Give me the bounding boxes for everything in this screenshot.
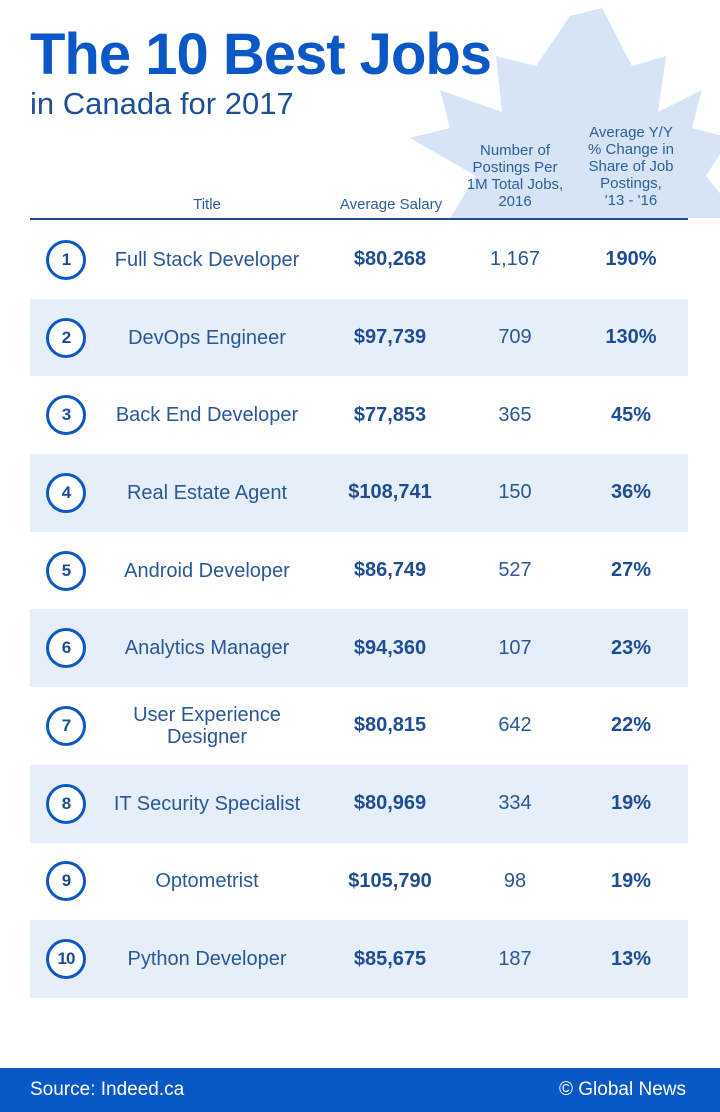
source-credit: Source: Indeed.ca [30,1079,185,1100]
column-header-postings-line: Number of [479,142,551,159]
column-header-postings-line: 1M Total Jobs, [466,176,564,193]
maple-leaf-icon [410,8,720,218]
job-title: Python Developer [127,948,287,971]
column-header-postings-line: Postings Per [472,159,558,176]
table-row: 2 DevOps Engineer $97,739 709 130% [30,298,688,377]
header-divider [30,218,688,220]
job-title: Android Developer [124,559,290,582]
average-salary: $108,741 [348,481,432,504]
average-salary: $86,749 [353,559,427,582]
publisher-credit: © Global News [559,1079,686,1100]
table-row: 4 Real Estate Agent $108,741 150 36% [30,454,688,532]
average-salary: $85,675 [353,947,427,970]
table-row: 10 Python Developer $85,675 187 13% [30,920,688,998]
rank-badge: 8 [46,783,86,824]
postings-per-million: 709 [498,326,532,349]
rank-badge: 1 [46,239,86,280]
average-salary: $105,790 [348,869,432,892]
column-header-change-line: '13 - '16 [604,192,658,209]
rank-badge: 10 [46,939,86,980]
average-salary: $80,268 [353,248,427,271]
rank-badge: 9 [46,861,86,902]
postings-per-million: 107 [498,636,532,659]
column-header-change-line: % Change in [588,141,674,158]
page-subtitle: in Canada for 2017 [30,86,294,121]
average-salary: $80,969 [353,792,427,815]
table-row: 6 Analytics Manager $94,360 107 23% [30,609,688,688]
jobs-table: 1 Full Stack Developer $80,268 1,167 190… [30,221,688,998]
average-salary: $97,739 [353,326,427,349]
maple-leaf-shape [410,8,720,218]
column-header-change-line: Share of Job [588,158,674,175]
rank-badge: 6 [46,628,86,669]
column-header-salary: Average Salary [339,196,443,213]
job-title: Back End Developer [115,404,299,427]
average-salary: $94,360 [353,636,427,659]
yoy-change: 130% [605,326,657,349]
job-title: Real Estate Agent [126,481,288,504]
column-header-postings: Number of Postings Per 1M Total Jobs, 20… [460,142,570,210]
table-row: 9 Optometrist $105,790 98 19% [30,843,688,921]
column-header-postings-line: 2016 [498,193,532,210]
job-title: IT Security Specialist [113,792,301,815]
rank-badge: 2 [46,317,86,358]
rank-badge: 5 [46,550,86,591]
yoy-change: 22% [610,714,652,737]
page-title: The 10 Best Jobs [30,22,492,87]
footer-bar: Source: Indeed.ca © Global News [0,1068,720,1112]
postings-per-million: 334 [498,792,532,815]
yoy-change: 27% [610,559,652,582]
yoy-change: 36% [610,481,652,504]
average-salary: $80,815 [353,714,427,737]
table-row: 8 IT Security Specialist $80,969 334 19% [30,764,688,843]
column-header-change-line: Postings, [600,175,662,192]
yoy-change: 13% [610,947,652,970]
postings-per-million: 642 [498,714,532,737]
rank-badge: 7 [46,705,86,746]
column-header-title: Title [193,196,221,213]
table-row: 1 Full Stack Developer $80,268 1,167 190… [30,221,688,299]
column-header-change: Average Y/Y % Change in Share of Job Pos… [576,124,686,209]
postings-per-million: 365 [498,403,532,426]
rank-badge: 3 [46,395,86,436]
job-title: Full Stack Developer [114,248,300,271]
postings-per-million: 150 [498,481,532,504]
rank-badge: 4 [46,472,86,513]
table-row: 3 Back End Developer $77,853 365 45% [30,376,688,454]
yoy-change: 19% [610,869,652,892]
table-row: 7 User Experience Designer $80,815 642 2… [30,687,688,765]
job-title: Optometrist [155,870,259,893]
job-title: Analytics Manager [124,637,290,660]
average-salary: $77,853 [353,403,427,426]
yoy-change: 19% [610,792,652,815]
job-title: DevOps Engineer [128,326,286,349]
job-title: User Experience Designer [133,703,281,748]
postings-per-million: 1,167 [489,248,541,271]
postings-per-million: 98 [503,869,527,892]
table-row: 5 Android Developer $86,749 527 27% [30,532,688,610]
column-header-change-line: Average Y/Y [589,124,673,141]
postings-per-million: 527 [498,559,532,582]
yoy-change: 190% [605,248,657,271]
yoy-change: 45% [610,403,652,426]
postings-per-million: 187 [498,947,532,970]
yoy-change: 23% [610,636,652,659]
